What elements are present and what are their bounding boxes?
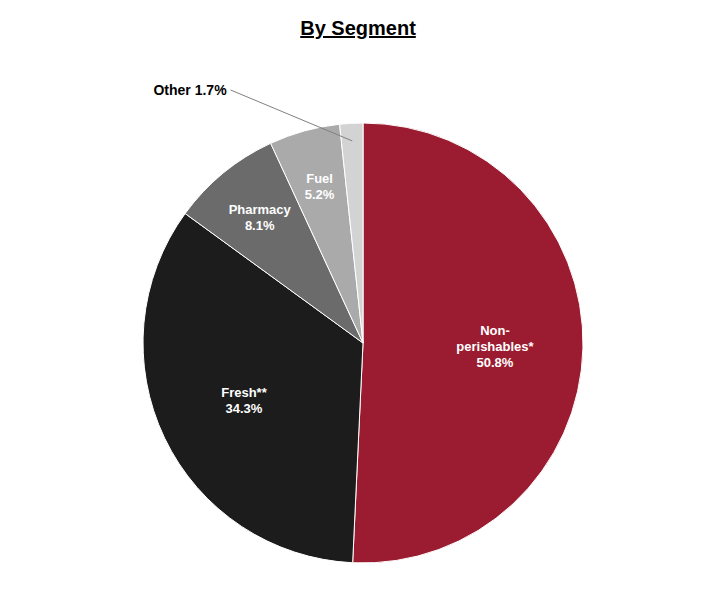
- svg-text:Non-perishables*50.8%: Non-perishables*50.8%: [456, 323, 534, 370]
- html-text:By Segment: By Segment: [300, 17, 416, 39]
- svg-text:Other 1.7%: Other 1.7%: [153, 82, 227, 98]
- svg-text:Pharmacy8.1%: Pharmacy8.1%: [229, 202, 292, 233]
- svg-text:Fuel5.2%: Fuel5.2%: [305, 171, 335, 202]
- svg-text:Fresh**34.3%: Fresh**34.3%: [221, 385, 267, 416]
